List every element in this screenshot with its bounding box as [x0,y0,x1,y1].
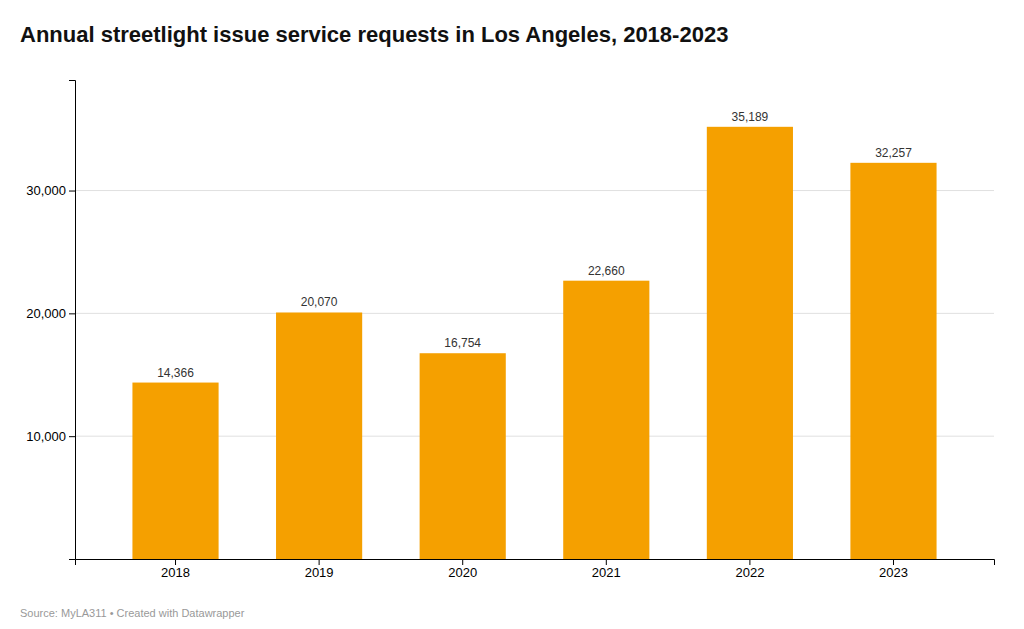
x-tick-mark [175,559,176,565]
y-tick: 30,000 [26,183,75,198]
x-tick-mark [462,559,463,565]
bars [132,127,936,559]
y-tick: 10,000 [26,429,75,444]
data-label: 16,754 [444,336,481,350]
y-tick-label: 20,000 [26,306,66,321]
x-tick: 2022 [735,559,764,580]
x-tick: 2018 [161,559,190,580]
y-axis: 10,000 20,000 30,000 [26,81,75,560]
x-tick-label: 2019 [305,565,334,580]
bar [707,127,793,559]
x-tick-label: 2020 [448,565,477,580]
x-tick-label: 2021 [592,565,621,580]
x-tick-label: 2022 [735,565,764,580]
y-tick: 20,000 [26,306,75,321]
x-tick-mark [893,559,894,565]
y-tick-mark [69,313,75,314]
bar [276,312,362,559]
y-tick-mark [69,436,75,437]
x-tick: 2021 [592,559,621,580]
y-tick-label: 10,000 [26,429,66,444]
data-label: 20,070 [301,295,338,309]
bar [850,163,936,559]
bar [563,281,649,559]
data-labels: 14,366 20,070 16,754 22,660 35,189 32,257 [157,110,912,380]
y-tick-mark [69,191,75,192]
annotations: Source: MyLA311 • Created with Datawrapp… [20,607,245,619]
source-note: Source: MyLA311 • Created with Datawrapp… [20,607,245,619]
plot: 14,366 20,070 16,754 22,660 35,189 32,257 2018… [26,81,994,581]
chart: 14,366 20,070 16,754 22,660 35,189 32,257 2018… [0,0,1024,629]
x-tick: 2020 [448,559,477,580]
data-label: 22,660 [588,264,625,278]
bar [420,353,506,559]
title: Annual streetlight issue service request… [20,22,728,47]
bar [132,383,218,559]
x-tick-mark [749,559,750,565]
x-tick-mark [319,559,320,565]
y-axis-line [69,81,76,560]
x-tick-label: 2018 [161,565,190,580]
data-label: 32,257 [875,146,912,160]
x-tick-label: 2023 [879,565,908,580]
x-tick-mark [606,559,607,565]
x-tick: 2019 [305,559,334,580]
data-label: 35,189 [732,110,769,124]
x-axis-line [76,560,995,566]
x-tick: 2023 [879,559,908,580]
y-tick-label: 30,000 [26,183,66,198]
x-axis: 2018 2019 2020 2021 2022 2023 [76,559,995,580]
data-label: 14,366 [157,366,194,380]
